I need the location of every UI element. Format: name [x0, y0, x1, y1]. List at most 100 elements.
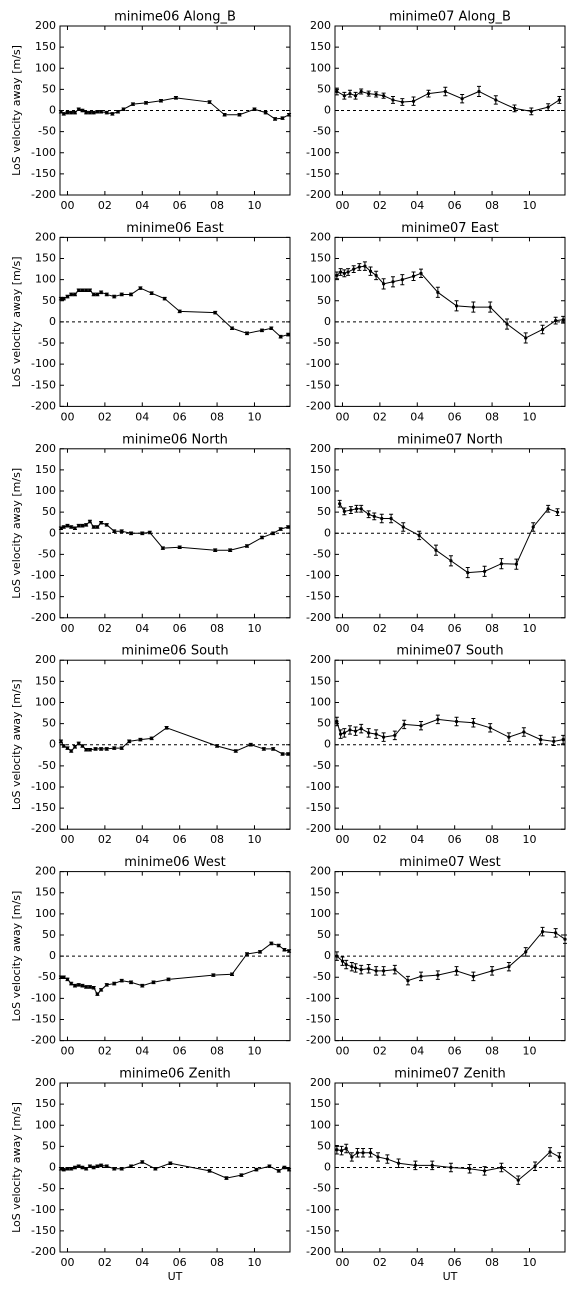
data-point [548, 1150, 552, 1154]
data-point [471, 305, 475, 309]
y-tick-label: 200 [35, 1076, 56, 1089]
data-point [353, 966, 358, 970]
data-point [391, 280, 395, 284]
x-tick-label: 06 [173, 410, 187, 423]
data-point [374, 273, 378, 278]
data-point [230, 972, 234, 976]
y-tick-label: -150 [31, 378, 56, 391]
data-point [494, 98, 498, 102]
data-point [99, 1163, 103, 1167]
data-point [350, 965, 354, 969]
data-point [419, 271, 423, 275]
x-tick-label: 10 [522, 622, 536, 635]
data-point [419, 724, 423, 728]
data-point [178, 309, 182, 313]
data-point [95, 992, 99, 996]
data-point [110, 112, 114, 116]
x-tick-label: 08 [485, 410, 499, 423]
data-point [80, 744, 85, 748]
y-tick-label: -100 [306, 357, 331, 370]
data-point [335, 719, 339, 724]
data-point [512, 106, 517, 110]
x-tick-label: 02 [98, 622, 112, 635]
data-point [540, 327, 545, 332]
y-tick-label: 200 [35, 19, 56, 32]
data-point [449, 1165, 453, 1170]
y-tick-label: 200 [35, 442, 56, 455]
data-point [84, 523, 88, 527]
x-tick-label: 06 [448, 622, 462, 635]
y-tick-label: 150 [310, 674, 331, 687]
data-point [260, 535, 264, 540]
y-tick-label: 150 [35, 674, 56, 687]
data-point [353, 729, 358, 733]
data-point [120, 529, 124, 533]
data-point [443, 89, 447, 94]
data-point [69, 525, 73, 529]
data-point [65, 746, 70, 750]
y-tick-label: -150 [306, 378, 331, 391]
x-tick-label: 10 [247, 410, 261, 423]
data-point [359, 727, 363, 731]
data-point [99, 110, 103, 114]
data-point [62, 744, 66, 748]
x-tick-label: 04 [135, 1045, 149, 1058]
data-point [359, 968, 363, 972]
data-point [338, 502, 342, 506]
data-point [215, 744, 219, 748]
y-tick-label: -50 [313, 336, 331, 349]
y-axis-label: LoS velocity away [m/s] [10, 256, 23, 387]
data-point [430, 1163, 434, 1167]
data-point [164, 726, 169, 730]
data-point [260, 328, 264, 332]
data-point [80, 524, 85, 528]
x-tick-label: 00 [60, 199, 74, 212]
y-tick-label: -50 [38, 1182, 56, 1195]
data-point [368, 269, 373, 273]
data-point [120, 1167, 124, 1171]
data-point [546, 507, 550, 511]
data-point [230, 326, 234, 330]
y-tick-label: -50 [313, 547, 331, 560]
data-point [436, 717, 440, 721]
y-tick-label: -150 [31, 167, 56, 180]
y-tick-label: -150 [306, 1224, 331, 1237]
y-tick-label: 100 [35, 61, 56, 74]
data-point [335, 954, 339, 958]
data-point [84, 1167, 88, 1171]
x-tick-label: 06 [173, 1256, 187, 1269]
data-point [73, 292, 77, 297]
data-point [105, 1164, 109, 1168]
x-tick-label: 00 [335, 1045, 349, 1058]
y-tick-label: 50 [317, 294, 331, 307]
x-tick-label: 10 [522, 833, 536, 846]
data-point [105, 292, 109, 297]
data-point [99, 290, 103, 294]
x-tick-label: 08 [485, 622, 499, 635]
data-point [207, 1169, 212, 1173]
y-tick-label: -200 [31, 822, 56, 835]
data-point [348, 728, 352, 732]
x-tick-label: 06 [448, 833, 462, 846]
y-tick-label: 200 [35, 230, 56, 243]
x-tick-label: 02 [373, 1045, 387, 1058]
data-point [349, 508, 353, 512]
y-tick-label: 200 [35, 865, 56, 878]
y-tick-label: 150 [35, 886, 56, 899]
y-tick-label: 200 [310, 442, 331, 455]
y-tick-label: 150 [310, 1097, 331, 1110]
data-point [59, 526, 63, 530]
y-tick-label: 0 [324, 526, 331, 539]
data-point [80, 288, 85, 292]
data-point [77, 741, 81, 746]
data-point [413, 1163, 418, 1167]
x-tick-label: 10 [522, 1045, 536, 1058]
data-point [436, 973, 440, 977]
data-point [344, 962, 348, 967]
y-tick-label: 0 [324, 315, 331, 328]
data-point [84, 748, 88, 752]
data-point [140, 1160, 144, 1164]
x-tick-label: 08 [485, 1256, 499, 1269]
data-point [533, 1164, 537, 1168]
data-point [112, 529, 116, 533]
